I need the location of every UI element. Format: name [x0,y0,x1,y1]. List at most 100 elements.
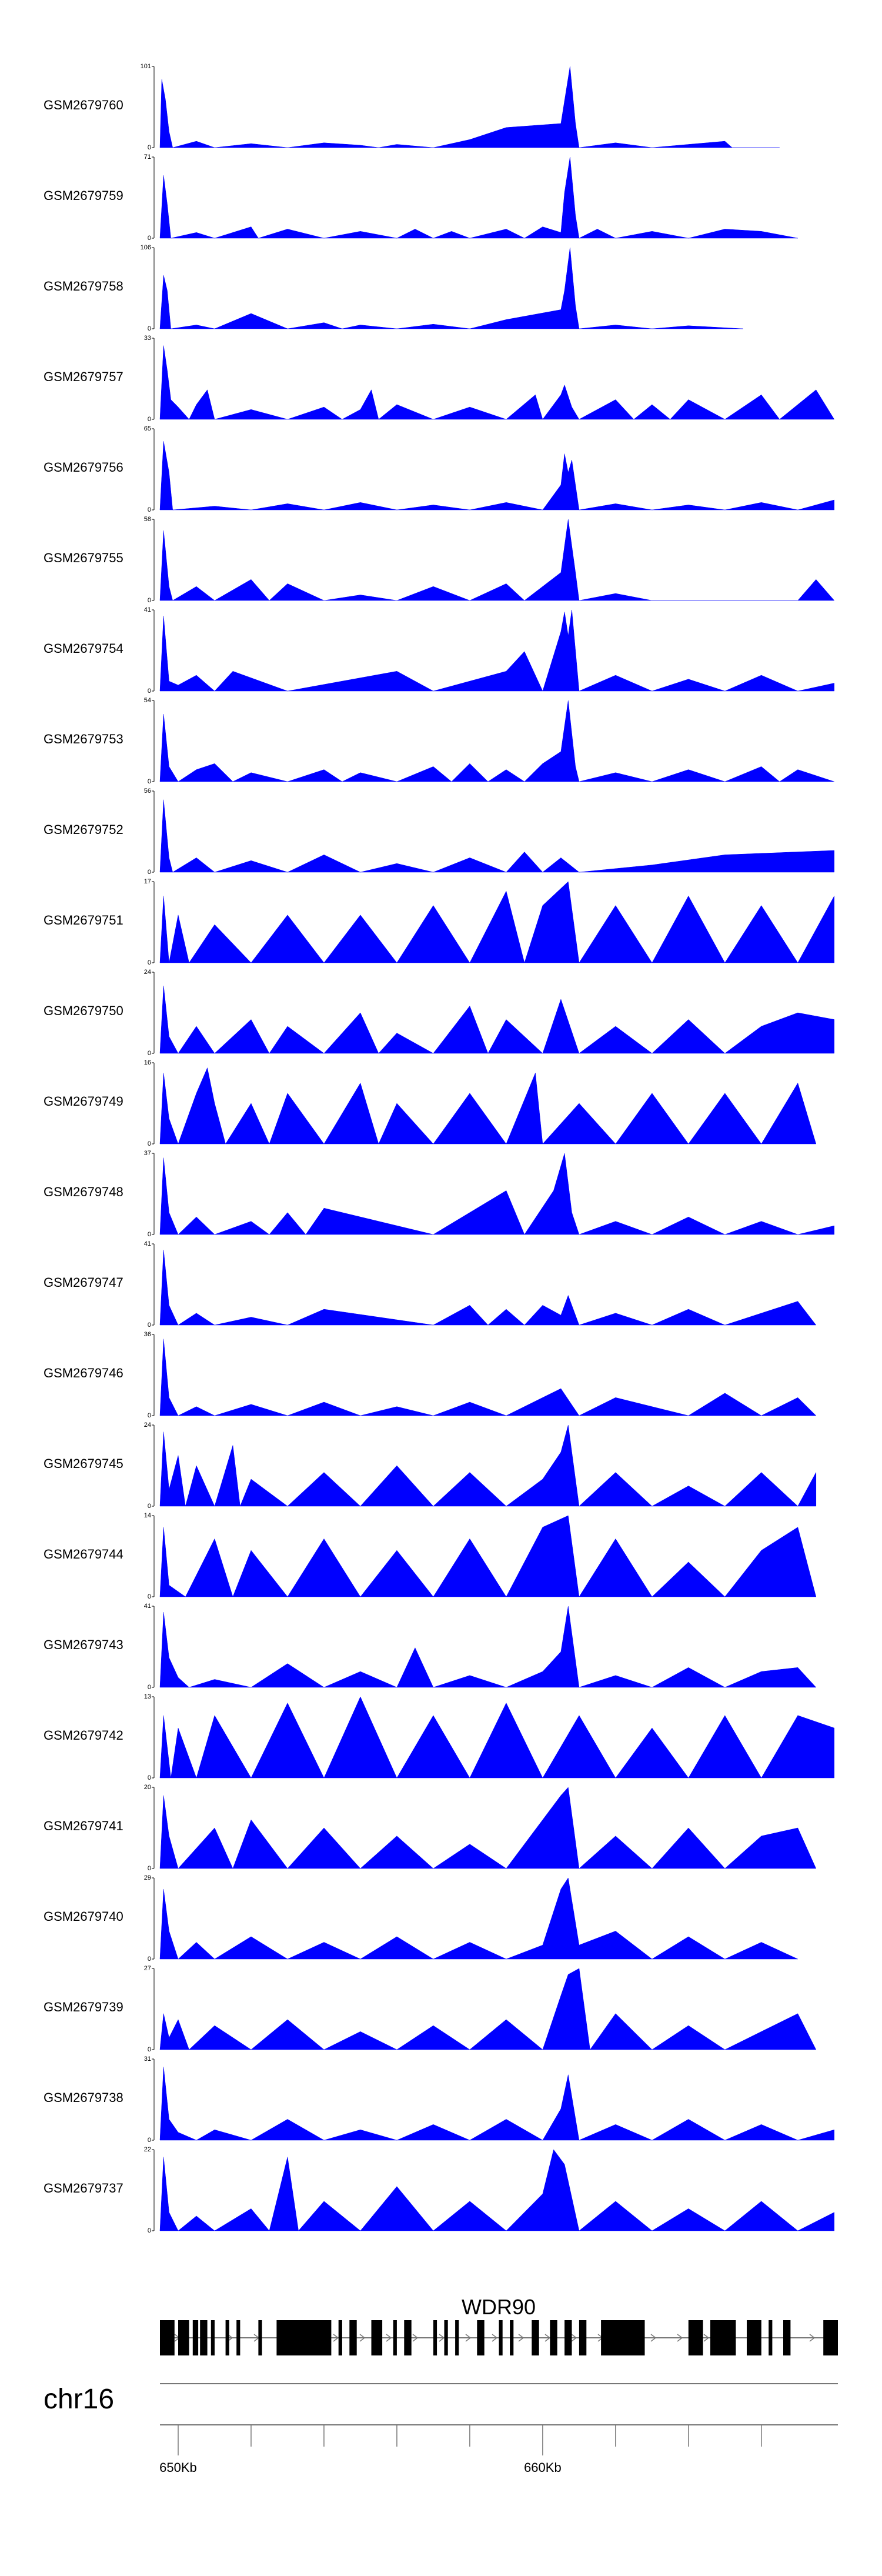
exon-block [477,2320,485,2355]
y-min-label: 0 [148,688,151,695]
y-min-label: 0 [148,1231,151,1238]
strand-arrow [386,2334,392,2342]
track-GSM2679744: GSM2679744 14 0 [44,1512,817,1600]
exon-block [338,2320,342,2355]
exon-block [236,2320,240,2355]
coverage-area [159,1968,817,2050]
y-max-label: 36 [144,1331,151,1338]
y-min-label: 0 [148,1865,151,1872]
track-GSM2679759: GSM2679759 71 0 [44,154,798,242]
coverage-area [159,1067,817,1144]
y-min-label: 0 [148,1684,151,1691]
y-min-label: 0 [148,1050,151,1057]
strand-arrow [571,2334,577,2342]
track-name-label: GSM2679746 [44,1366,123,1380]
y-min-label: 0 [148,2137,151,2144]
exon-block [393,2320,397,2355]
gene-name-label: WDR90 [462,2295,536,2319]
track-GSM2679749: GSM2679749 16 0 [44,1059,817,1147]
track-GSM2679747: GSM2679747 41 0 [44,1240,817,1329]
axis-tick-label: 650Kb [159,2460,197,2475]
track-GSM2679740: GSM2679740 29 0 [44,1874,798,1963]
exon-block [564,2320,572,2355]
track-name-label: GSM2679760 [44,98,123,112]
track-name-label: GSM2679758 [44,279,123,293]
y-max-label: 37 [144,1150,151,1157]
exon-block [178,2320,189,2355]
exon-block [532,2320,539,2355]
track-name-label: GSM2679739 [44,2000,123,2014]
exon-block [783,2320,791,2355]
y-max-label: 27 [144,1965,151,1972]
exon-block [550,2320,557,2355]
strand-arrow [359,2334,366,2342]
y-min-label: 0 [148,1322,151,1329]
y-max-label: 24 [144,1422,151,1429]
track-GSM2679737: GSM2679737 22 0 [44,2146,835,2234]
track-name-label: GSM2679752 [44,822,123,837]
y-min-label: 0 [148,506,151,513]
track-name-label: GSM2679744 [44,1547,123,1561]
y-max-label: 24 [144,969,151,976]
coverage-area [159,799,835,873]
coverage-area [159,519,835,601]
chromosome-axis: chr16 650Kb 660Kb [44,2383,838,2475]
coverage-area [159,1339,817,1416]
exon-block [510,2320,514,2355]
y-max-label: 13 [144,1693,151,1700]
exon-block [688,2320,703,2355]
track-GSM2679750: GSM2679750 24 0 [44,969,835,1057]
track-GSM2679752: GSM2679752 56 0 [44,788,835,876]
coverage-area [159,1606,817,1688]
track-name-label: GSM2679755 [44,550,123,565]
track-name-label: GSM2679740 [44,1909,123,1924]
exon-block [747,2320,761,2355]
track-name-label: GSM2679754 [44,641,123,656]
exon-block [276,2320,332,2355]
y-min-label: 0 [148,2227,151,2234]
exon-block [444,2320,448,2355]
chromosome-label: chr16 [44,2384,114,2415]
exon-block [225,2320,229,2355]
track-GSM2679751: GSM2679751 17 0 [44,878,835,966]
coverage-area [159,2149,835,2231]
y-max-label: 17 [144,878,151,885]
exon-block [192,2320,199,2355]
exon-block [769,2320,773,2355]
coverage-area [159,700,834,782]
track-name-label: GSM2679748 [44,1184,123,1199]
strand-arrow [703,2334,710,2342]
y-min-label: 0 [148,1956,151,1963]
strand-arrow [492,2334,498,2342]
coverage-area [159,1424,817,1507]
y-min-label: 0 [148,235,151,242]
track-GSM2679743: GSM2679743 41 0 [44,1603,817,1691]
y-max-label: 41 [144,1603,151,1610]
y-min-label: 0 [148,597,151,604]
y-max-label: 54 [144,697,151,704]
track-name-label: GSM2679751 [44,913,123,927]
coverage-area [159,1250,817,1326]
coverage-area [159,247,743,329]
track-GSM2679754: GSM2679754 41 0 [44,606,835,695]
y-min-label: 0 [148,416,151,423]
track-GSM2679741: GSM2679741 20 0 [44,1784,817,1872]
y-max-label: 16 [144,1059,151,1066]
exon-block [371,2320,383,2355]
track-GSM2679756: GSM2679756 65 0 [44,425,835,513]
y-max-label: 33 [144,335,151,342]
y-min-label: 0 [148,2046,151,2053]
track-name-label: GSM2679759 [44,188,123,203]
y-max-label: 65 [144,425,151,432]
exon-block [499,2320,503,2355]
coverage-area [159,881,835,963]
track-GSM2679742: GSM2679742 13 0 [44,1693,835,1781]
track-GSM2679758: GSM2679758 106 0 [44,244,743,332]
strand-arrow [544,2334,551,2342]
y-min-label: 0 [148,1593,151,1600]
strand-arrow [439,2334,445,2342]
track-GSM2679739: GSM2679739 27 0 [44,1965,817,2053]
y-max-label: 41 [144,606,151,613]
gene-track: WDR90 [160,2295,838,2355]
